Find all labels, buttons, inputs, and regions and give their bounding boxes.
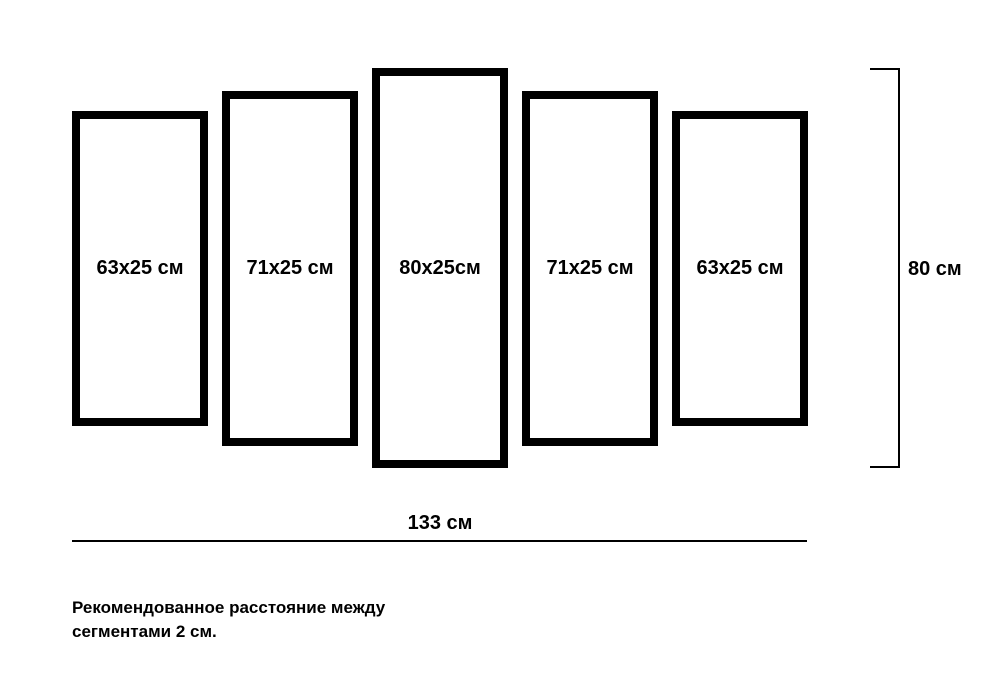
panels-row: 63х25 см 71х25 см 80х25см 71х25 см 63х25 см xyxy=(72,68,808,468)
note-line-2: сегментами 2 см. xyxy=(72,622,217,641)
panel-2: 71х25 см xyxy=(222,91,358,446)
width-dimension-line xyxy=(72,540,807,542)
height-dimension-label: 80 см xyxy=(908,258,962,281)
panel-5: 63х25 см xyxy=(672,111,808,426)
panel-label: 71х25 см xyxy=(246,257,333,280)
panel-1: 63х25 см xyxy=(72,111,208,426)
height-dimension-bracket xyxy=(870,68,900,468)
note-text: Рекомендованное расстояние между сегмент… xyxy=(72,596,385,644)
note-line-1: Рекомендованное расстояние между xyxy=(72,598,385,617)
diagram-stage: 63х25 см 71х25 см 80х25см 71х25 см63х25 см … xyxy=(0,0,998,688)
panel-4: 71х25 см xyxy=(522,91,658,446)
panel-label: 63х25 см xyxy=(96,257,183,280)
width-dimension-label: 133 см xyxy=(408,512,473,535)
panel-3: 80х25см xyxy=(372,68,508,468)
panel-label: 80х25см xyxy=(399,257,481,280)
panel-label: 71х25 см xyxy=(546,257,633,280)
panel-label: 63х25 см xyxy=(696,257,783,280)
